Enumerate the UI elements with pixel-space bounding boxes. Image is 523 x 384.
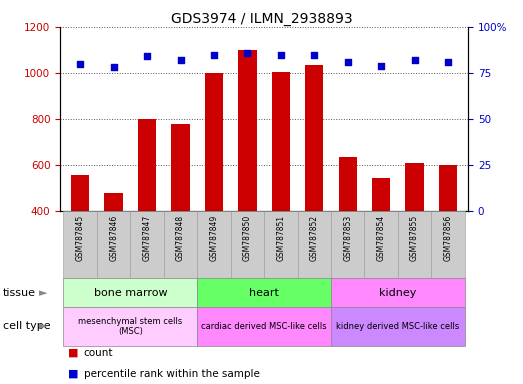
Bar [205,73,223,211]
Bar [63,307,197,346]
Bar [130,211,164,278]
Point [210,51,218,58]
Bar [97,211,130,278]
Text: bone marrow: bone marrow [94,288,167,298]
Bar [138,119,156,211]
Bar [105,193,123,211]
Text: cell type: cell type [3,321,50,331]
Text: GSM787854: GSM787854 [377,215,385,262]
Point [444,59,452,65]
Bar [71,175,89,211]
Bar [197,211,231,278]
Bar [63,211,97,278]
Point [243,50,252,56]
Point [176,57,185,63]
Text: GSM787849: GSM787849 [209,215,219,262]
Point [76,61,84,67]
Text: GSM787855: GSM787855 [410,215,419,262]
Point [344,59,352,65]
Bar [331,211,365,278]
Text: GSM787845: GSM787845 [76,215,85,262]
Text: GSM787851: GSM787851 [276,215,286,262]
Bar [238,50,257,211]
Bar [431,211,465,278]
Text: cardiac derived MSC-like cells: cardiac derived MSC-like cells [201,322,327,331]
Text: heart: heart [249,288,279,298]
Bar [298,211,331,278]
Bar [164,211,197,278]
Bar [264,211,298,278]
Text: GSM787847: GSM787847 [143,215,152,262]
Point [310,51,319,58]
Bar [365,211,398,278]
Point [277,51,285,58]
Bar [405,163,424,211]
Text: GSM787848: GSM787848 [176,215,185,262]
Bar [197,307,331,346]
Text: percentile rank within the sample: percentile rank within the sample [84,369,259,379]
Text: GSM787850: GSM787850 [243,215,252,262]
Text: GSM787856: GSM787856 [444,215,452,262]
Point [377,63,385,69]
Text: GDS3974 / ILMN_2938893: GDS3974 / ILMN_2938893 [170,12,353,25]
Text: GSM787853: GSM787853 [343,215,352,262]
Text: mesenchymal stem cells
(MSC): mesenchymal stem cells (MSC) [78,317,183,336]
Text: tissue: tissue [3,288,36,298]
Bar [338,157,357,211]
Point [109,65,118,71]
Bar [197,278,331,307]
Bar [63,278,197,307]
Bar [398,211,431,278]
Text: ■: ■ [68,369,78,379]
Point [411,57,419,63]
Bar [271,72,290,211]
Text: ►: ► [39,288,48,298]
Text: kidney: kidney [379,288,416,298]
Bar [231,211,264,278]
Text: GSM787852: GSM787852 [310,215,319,262]
Text: kidney derived MSC-like cells: kidney derived MSC-like cells [336,322,460,331]
Bar [372,178,390,211]
Bar [439,165,457,211]
Bar [331,307,465,346]
Text: GSM787846: GSM787846 [109,215,118,262]
Bar [172,124,190,211]
Bar [331,278,465,307]
Bar [305,65,323,211]
Text: ■: ■ [68,348,78,358]
Point [143,53,151,60]
Text: ►: ► [39,321,48,331]
Text: count: count [84,348,113,358]
